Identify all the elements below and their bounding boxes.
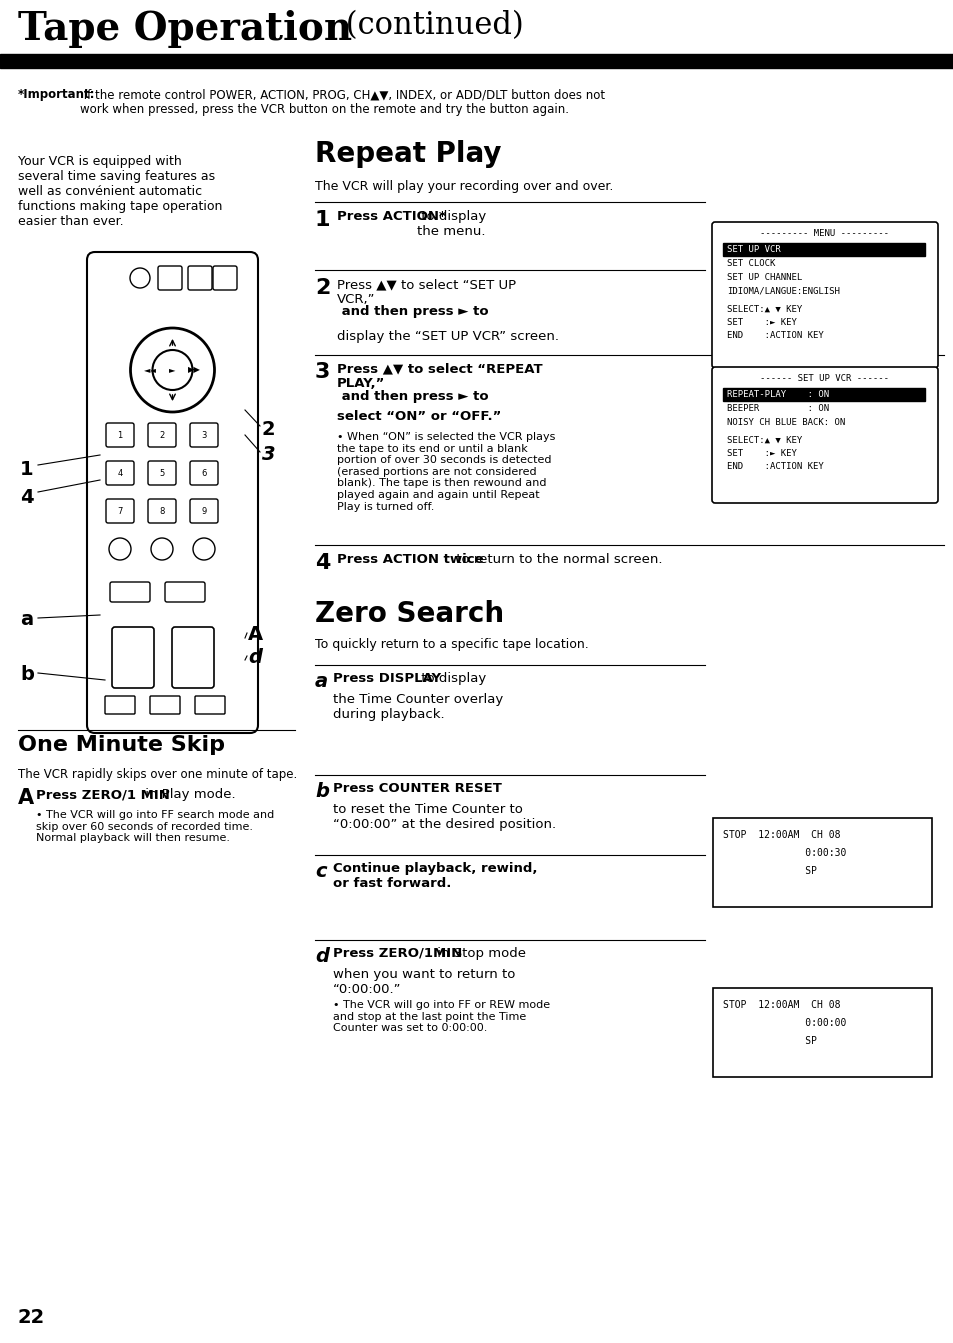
Text: 0:00:30: 0:00:30 [722, 847, 845, 858]
Text: BEEPER         : ON: BEEPER : ON [726, 404, 828, 414]
Text: ◄◄: ◄◄ [144, 365, 157, 375]
Text: ▶▶: ▶▶ [188, 365, 201, 375]
Text: to display: to display [416, 672, 486, 685]
Text: END    :ACTION KEY: END :ACTION KEY [726, 330, 822, 340]
Text: Continue playback, rewind,
or fast forward.: Continue playback, rewind, or fast forwa… [333, 862, 537, 890]
Text: b: b [20, 665, 34, 684]
Text: Press ZERO/1MIN: Press ZERO/1MIN [333, 947, 462, 960]
Text: 1: 1 [314, 210, 330, 230]
Text: a: a [314, 672, 328, 692]
Text: SET    :► KEY: SET :► KEY [726, 449, 796, 458]
Text: the Time Counter overlay
during playback.: the Time Counter overlay during playback… [333, 693, 503, 721]
Text: Press ▲▼ to select “SET UP
VCR,”: Press ▲▼ to select “SET UP VCR,” [336, 278, 516, 306]
Text: Press ACTION*: Press ACTION* [336, 210, 445, 223]
Bar [722, 243, 924, 257]
Text: when you want to return to
“0:00:00.”: when you want to return to “0:00:00.” [333, 968, 515, 997]
Text: SET CLOCK: SET CLOCK [726, 259, 775, 269]
Text: 9: 9 [201, 506, 207, 516]
Text: 1: 1 [117, 431, 123, 439]
FancyBboxPatch shape [712, 818, 931, 907]
Text: display the “SET UP VCR” screen.: display the “SET UP VCR” screen. [336, 330, 558, 342]
Text: and then press ► to: and then press ► to [336, 305, 488, 333]
Text: SET UP CHANNEL: SET UP CHANNEL [726, 273, 801, 282]
Text: to return to the normal screen.: to return to the normal screen. [452, 553, 661, 565]
Text: Press ▲▼ to select “REPEAT
PLAY,”: Press ▲▼ to select “REPEAT PLAY,” [336, 363, 542, 389]
Text: ------ SET UP VCR ------: ------ SET UP VCR ------ [760, 373, 888, 383]
Text: 4: 4 [20, 488, 33, 508]
Text: b: b [314, 782, 329, 800]
Text: c: c [314, 862, 326, 881]
Text: 3: 3 [201, 431, 207, 439]
Text: 3: 3 [262, 445, 275, 463]
Text: • The VCR will go into FF search mode and
skip over 60 seconds of recorded time.: • The VCR will go into FF search mode an… [36, 810, 274, 843]
Text: STOP  12:00AM  CH 08: STOP 12:00AM CH 08 [722, 830, 840, 839]
Text: The VCR will play your recording over and over.: The VCR will play your recording over an… [314, 180, 613, 193]
Text: --------- MENU ---------: --------- MENU --------- [760, 230, 888, 238]
Text: STOP  12:00AM  CH 08: STOP 12:00AM CH 08 [722, 1001, 840, 1010]
Text: NOISY CH BLUE BACK: ON: NOISY CH BLUE BACK: ON [726, 418, 844, 427]
Text: SET    :► KEY: SET :► KEY [726, 318, 796, 326]
Text: to display
the menu.: to display the menu. [416, 210, 486, 238]
Text: Zero Search: Zero Search [314, 600, 503, 629]
Text: The VCR rapidly skips over one minute of tape.: The VCR rapidly skips over one minute of… [18, 768, 297, 782]
Text: Your VCR is equipped with
several time saving features as
well as convénient aut: Your VCR is equipped with several time s… [18, 154, 222, 228]
Text: *Important:: *Important: [18, 89, 95, 101]
Text: • When “ON” is selected the VCR plays
the tape to its end or until a blank
porti: • When “ON” is selected the VCR plays th… [336, 432, 555, 512]
Text: 0:00:00: 0:00:00 [722, 1018, 845, 1027]
Text: Press ZERO/1 MIN: Press ZERO/1 MIN [36, 788, 170, 800]
Text: d: d [248, 649, 262, 667]
Text: (continued): (continued) [335, 9, 523, 42]
Text: SELECT:▲ ▼ KEY: SELECT:▲ ▼ KEY [726, 436, 801, 445]
Text: a: a [20, 610, 33, 629]
Text: 3: 3 [314, 363, 330, 381]
Text: 4: 4 [314, 553, 330, 573]
Text: select “ON” or “OFF.”: select “ON” or “OFF.” [336, 410, 501, 423]
FancyBboxPatch shape [87, 252, 257, 733]
FancyBboxPatch shape [711, 367, 937, 504]
Text: To quickly return to a specific tape location.: To quickly return to a specific tape loc… [314, 638, 588, 651]
Text: 6: 6 [201, 469, 207, 478]
Bar [0, 54, 953, 68]
Text: A: A [248, 624, 263, 645]
Text: in Stop mode: in Stop mode [433, 947, 525, 960]
Text: 7: 7 [117, 506, 123, 516]
Text: Press COUNTER RESET: Press COUNTER RESET [333, 782, 501, 795]
FancyBboxPatch shape [712, 988, 931, 1077]
Text: IDIOMA/LANGUE:ENGLISH: IDIOMA/LANGUE:ENGLISH [726, 287, 839, 295]
FancyBboxPatch shape [711, 222, 937, 368]
Text: END    :ACTION KEY: END :ACTION KEY [726, 462, 822, 471]
Text: SP: SP [722, 866, 816, 876]
Text: Repeat Play: Repeat Play [314, 140, 501, 168]
Text: to reset the Time Counter to
“0:00:00” at the desired position.: to reset the Time Counter to “0:00:00” a… [333, 803, 556, 831]
Text: 8: 8 [159, 506, 165, 516]
Text: Tape Operation: Tape Operation [18, 9, 352, 48]
Text: Press ACTION twice: Press ACTION twice [336, 553, 483, 565]
Text: Press DISPLAY: Press DISPLAY [333, 672, 440, 685]
Text: REPEAT-PLAY    : ON: REPEAT-PLAY : ON [726, 389, 828, 399]
Text: 2: 2 [262, 420, 275, 439]
Text: If the remote control POWER, ACTION, PROG, CH▲▼, INDEX, or ADD/DLT button does n: If the remote control POWER, ACTION, PRO… [80, 89, 604, 115]
Text: SELECT:▲ ▼ KEY: SELECT:▲ ▼ KEY [726, 305, 801, 314]
Text: One Minute Skip: One Minute Skip [18, 735, 225, 755]
Text: 4: 4 [117, 469, 123, 478]
Text: ►: ► [169, 365, 175, 375]
Text: A: A [18, 788, 34, 808]
Text: 2: 2 [314, 278, 330, 298]
Text: 5: 5 [159, 469, 165, 478]
Text: SET UP VCR: SET UP VCR [726, 244, 780, 254]
Text: 2: 2 [159, 431, 165, 439]
Text: d: d [314, 947, 329, 966]
Text: and then press ► to: and then press ► to [336, 389, 488, 418]
Text: in Play mode.: in Play mode. [141, 788, 235, 800]
Bar [722, 388, 924, 402]
Text: • The VCR will go into FF or REW mode
and stop at the last point the Time
Counte: • The VCR will go into FF or REW mode an… [333, 1001, 550, 1033]
Text: 1: 1 [20, 461, 33, 479]
Text: 22: 22 [18, 1308, 45, 1327]
Text: SP: SP [722, 1035, 816, 1046]
